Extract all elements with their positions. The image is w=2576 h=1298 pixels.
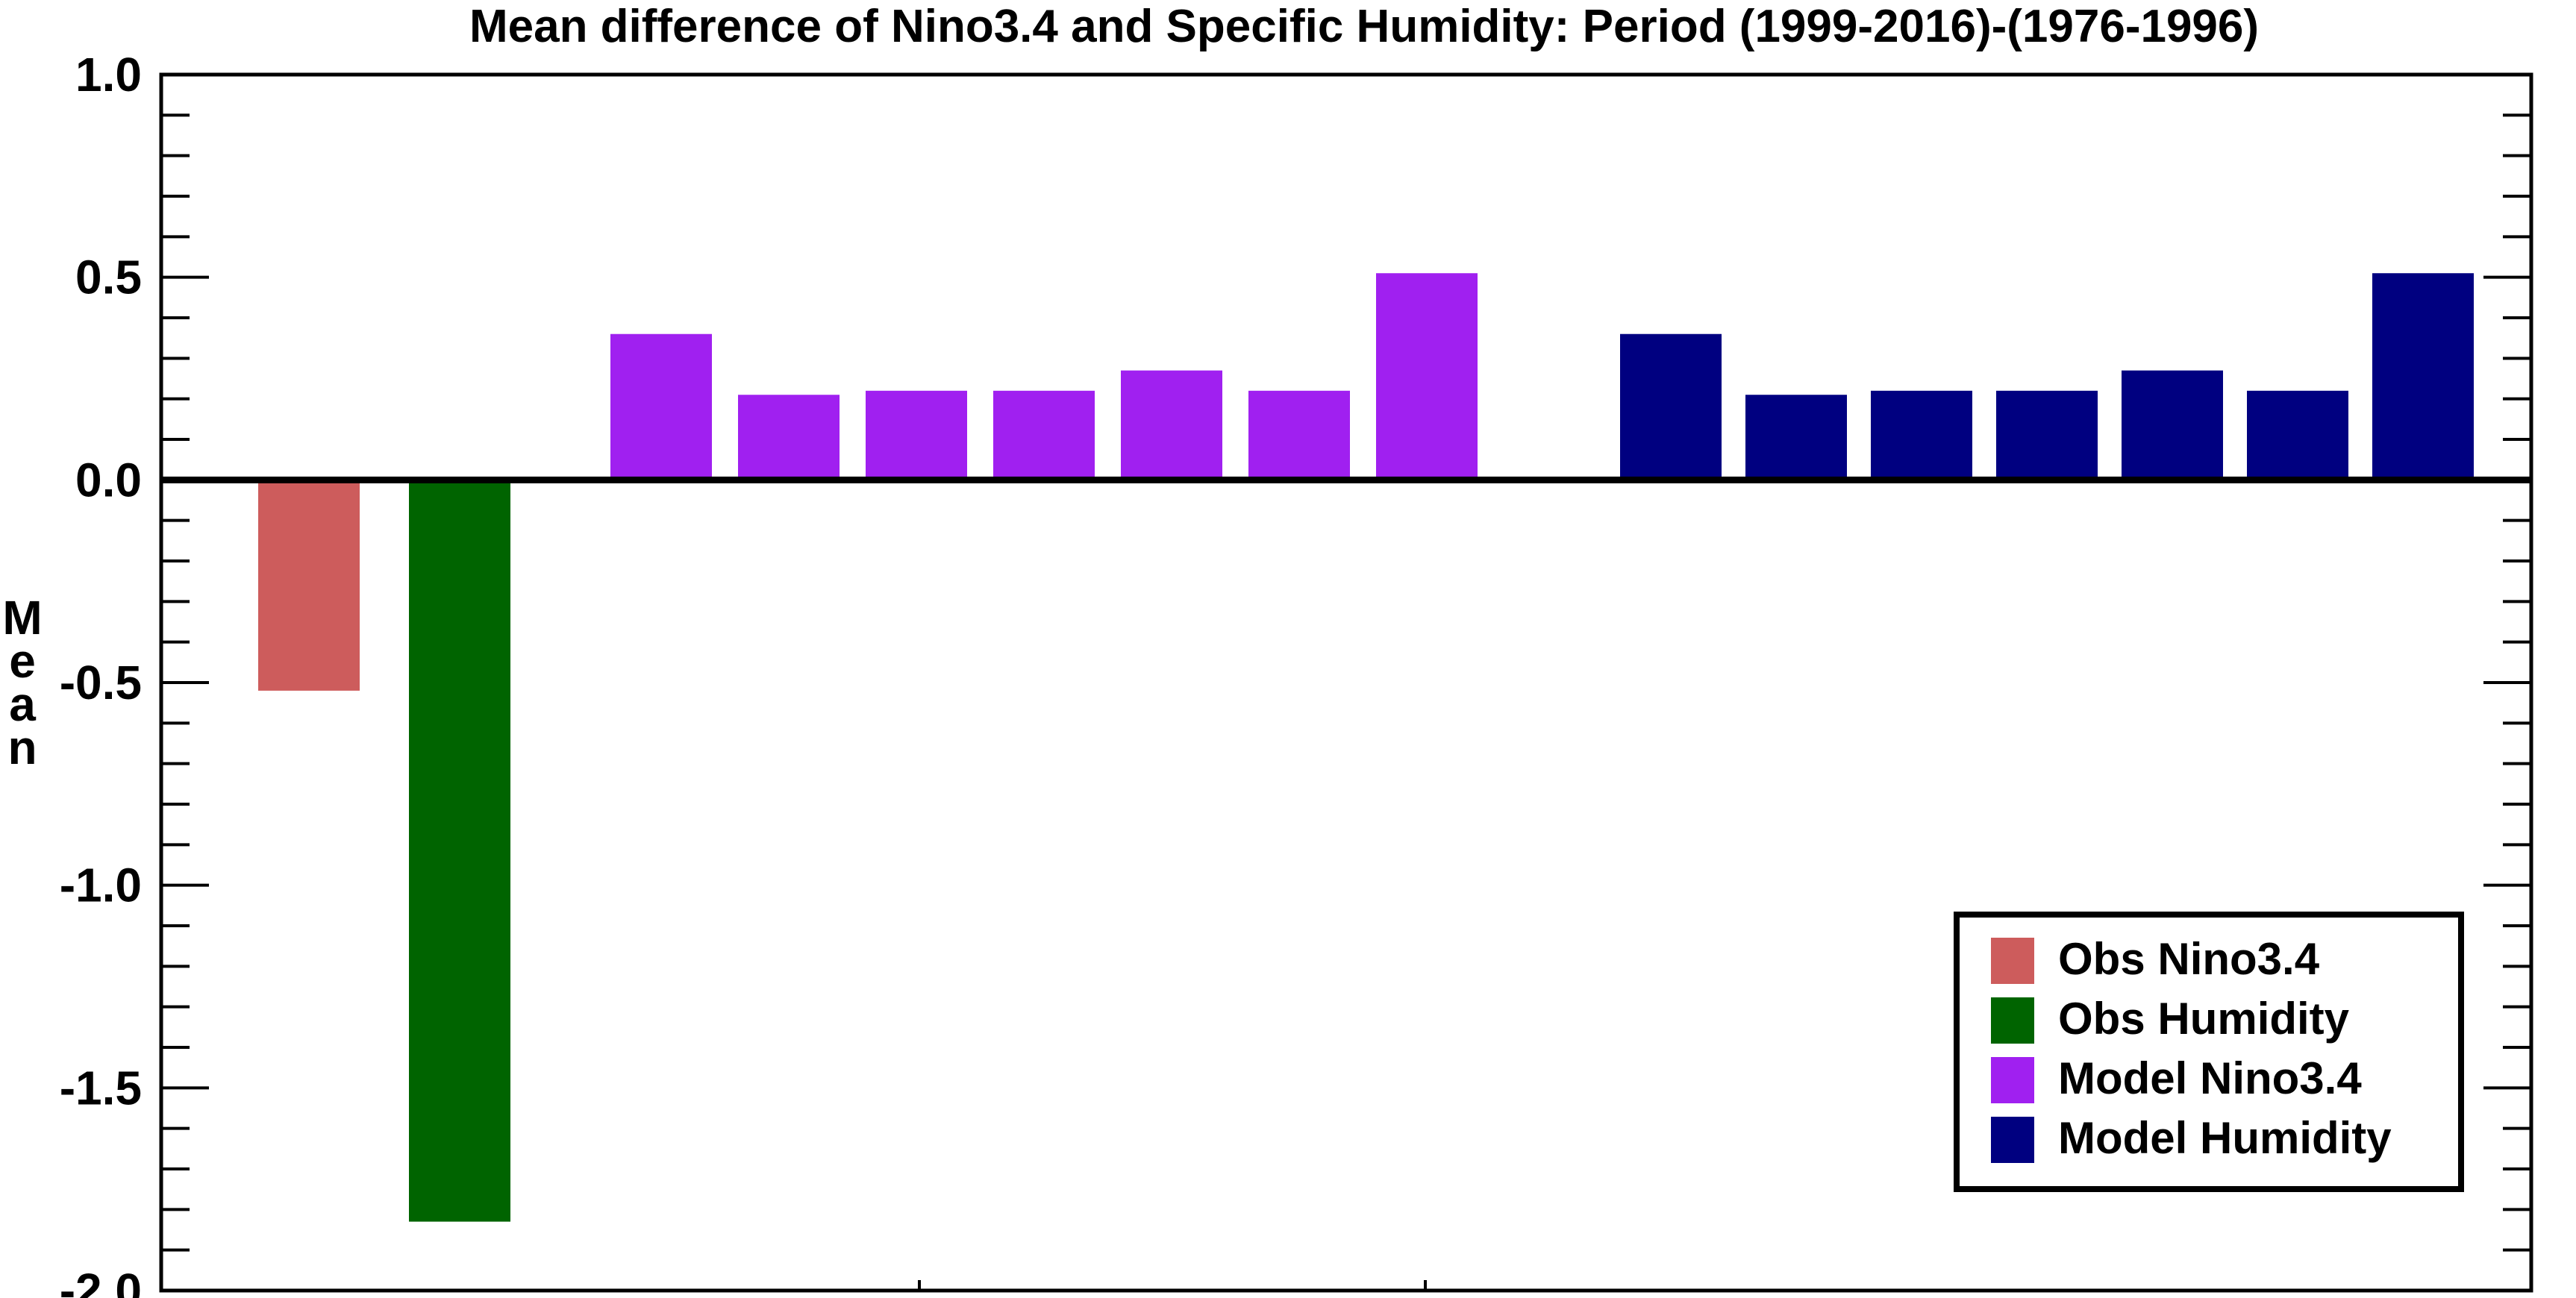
bar — [2372, 273, 2474, 480]
y-axis-label-char: M — [2, 591, 42, 645]
y-tick-label: -2.0 — [60, 1264, 142, 1298]
bar — [1248, 390, 1350, 480]
bar — [738, 395, 840, 480]
legend-swatch — [1991, 997, 2034, 1044]
bars — [258, 273, 2474, 1222]
bar — [610, 333, 712, 480]
bar — [866, 390, 967, 480]
y-axis-label: Mean — [2, 591, 42, 774]
bar — [2122, 370, 2223, 480]
y-axis-ticks: 1.0 0.5 0.0 -0.5 -1.0 -1.5 -2.0 — [60, 48, 2531, 1298]
bar — [409, 480, 510, 1222]
y-tick-label: 1.0 — [75, 48, 142, 101]
bar — [1745, 395, 1847, 480]
y-axis-label-char: a — [9, 677, 36, 731]
chart-title: Mean difference of Nino3.4 and Specific … — [469, 1, 2259, 52]
y-tick-label: 0.5 — [75, 251, 142, 304]
y-axis-label-char: n — [7, 721, 37, 774]
legend-label: Obs Nino3.4 — [2058, 934, 2320, 984]
legend-box — [1954, 912, 2464, 1192]
bar — [258, 480, 360, 691]
bar — [1121, 370, 1222, 480]
bar — [1996, 390, 2098, 480]
legend-label: Model Humidity — [2058, 1113, 2392, 1163]
legend-label: Obs Humidity — [2058, 994, 2350, 1044]
y-tick-label: -0.5 — [60, 656, 142, 709]
bar — [1871, 390, 1972, 480]
y-axis-label-char: e — [9, 634, 36, 688]
bar — [1376, 273, 1478, 480]
bar — [2247, 390, 2348, 480]
legend-swatch — [1991, 1117, 2034, 1163]
y-tick-label: -1.0 — [60, 859, 142, 912]
legend-swatch — [1991, 1057, 2034, 1103]
bar — [993, 390, 1095, 480]
legend-label: Model Nino3.4 — [2058, 1053, 2362, 1103]
legend: Obs Nino3.4 Obs Humidity Model Nino3.4 Mode… — [1954, 912, 2464, 1192]
bar — [1620, 333, 1722, 480]
y-tick-label: -1.5 — [60, 1061, 142, 1114]
y-tick-label: 0.0 — [75, 453, 142, 507]
legend-swatch — [1991, 938, 2034, 984]
